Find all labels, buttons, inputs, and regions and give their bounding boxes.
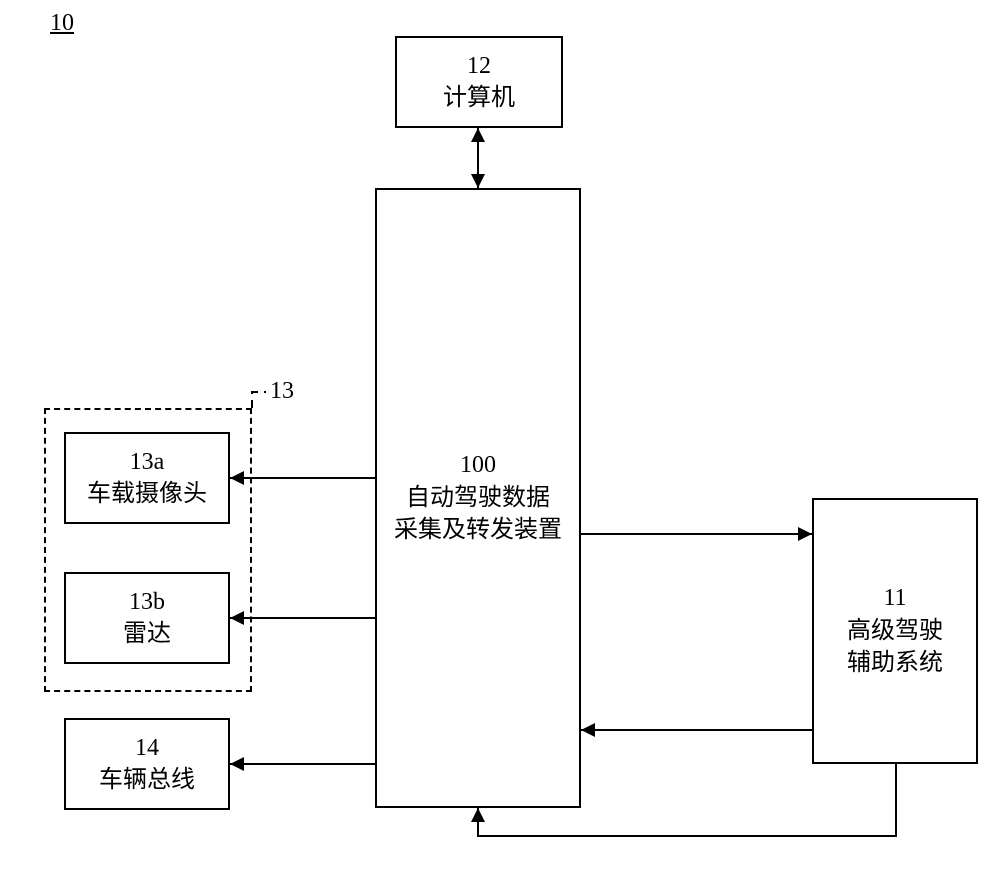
edges-layer [0, 0, 1000, 889]
diagram-canvas: 10 13 12 计算机 100 自动驾驶数据 采集及转发装置 11 高级驾驶 … [0, 0, 1000, 889]
